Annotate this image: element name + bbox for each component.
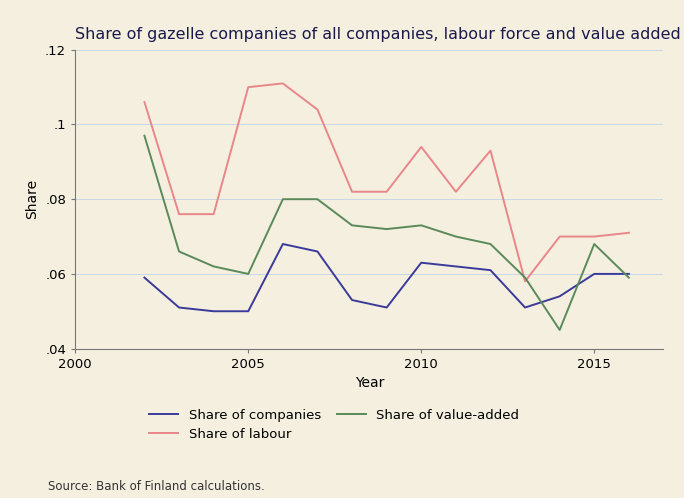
X-axis label: Year: Year	[355, 376, 384, 390]
Line: Share of companies: Share of companies	[144, 244, 629, 311]
Share of value-added	[209, 263, 218, 269]
Share of labour	[417, 144, 425, 150]
Share of companies	[555, 293, 564, 299]
Share of value-added	[451, 234, 460, 240]
Share of labour	[382, 189, 391, 195]
Line: Share of value-added: Share of value-added	[144, 135, 629, 330]
Share of value-added	[244, 271, 252, 277]
Share of companies	[209, 308, 218, 314]
Text: Source: Bank of Finland calculations.: Source: Bank of Finland calculations.	[48, 480, 265, 493]
Share of value-added	[486, 241, 495, 247]
Share of value-added	[175, 249, 183, 254]
Share of companies	[451, 263, 460, 269]
Share of companies	[140, 275, 148, 281]
Share of value-added	[590, 241, 598, 247]
Share of labour	[244, 84, 252, 90]
Share of companies	[279, 241, 287, 247]
Share of value-added	[555, 327, 564, 333]
Share of labour	[486, 147, 495, 153]
Share of labour	[590, 234, 598, 240]
Y-axis label: Share: Share	[25, 179, 40, 219]
Share of companies	[590, 271, 598, 277]
Share of labour	[451, 189, 460, 195]
Share of labour	[209, 211, 218, 217]
Share of value-added	[140, 132, 148, 138]
Share of value-added	[521, 275, 529, 281]
Share of companies	[486, 267, 495, 273]
Share of companies	[521, 305, 529, 311]
Share of companies	[313, 249, 321, 254]
Legend: Share of companies, Share of labour, Share of value-added: Share of companies, Share of labour, Sha…	[149, 409, 519, 441]
Share of value-added	[348, 223, 356, 229]
Share of labour	[279, 80, 287, 87]
Share of labour	[175, 211, 183, 217]
Share of labour	[140, 99, 148, 105]
Share of value-added	[624, 275, 633, 281]
Share of companies	[348, 297, 356, 303]
Share of labour	[555, 234, 564, 240]
Share of value-added	[382, 226, 391, 232]
Share of value-added	[417, 223, 425, 229]
Share of labour	[348, 189, 356, 195]
Share of value-added	[279, 196, 287, 202]
Share of value-added	[313, 196, 321, 202]
Share of labour	[521, 278, 529, 284]
Share of labour	[624, 230, 633, 236]
Text: Share of gazelle companies of all companies, labour force and value added: Share of gazelle companies of all compan…	[75, 27, 681, 42]
Share of companies	[244, 308, 252, 314]
Share of companies	[175, 305, 183, 311]
Share of companies	[624, 271, 633, 277]
Line: Share of labour: Share of labour	[144, 83, 629, 281]
Share of companies	[382, 305, 391, 311]
Share of labour	[313, 107, 321, 113]
Share of companies	[417, 260, 425, 266]
